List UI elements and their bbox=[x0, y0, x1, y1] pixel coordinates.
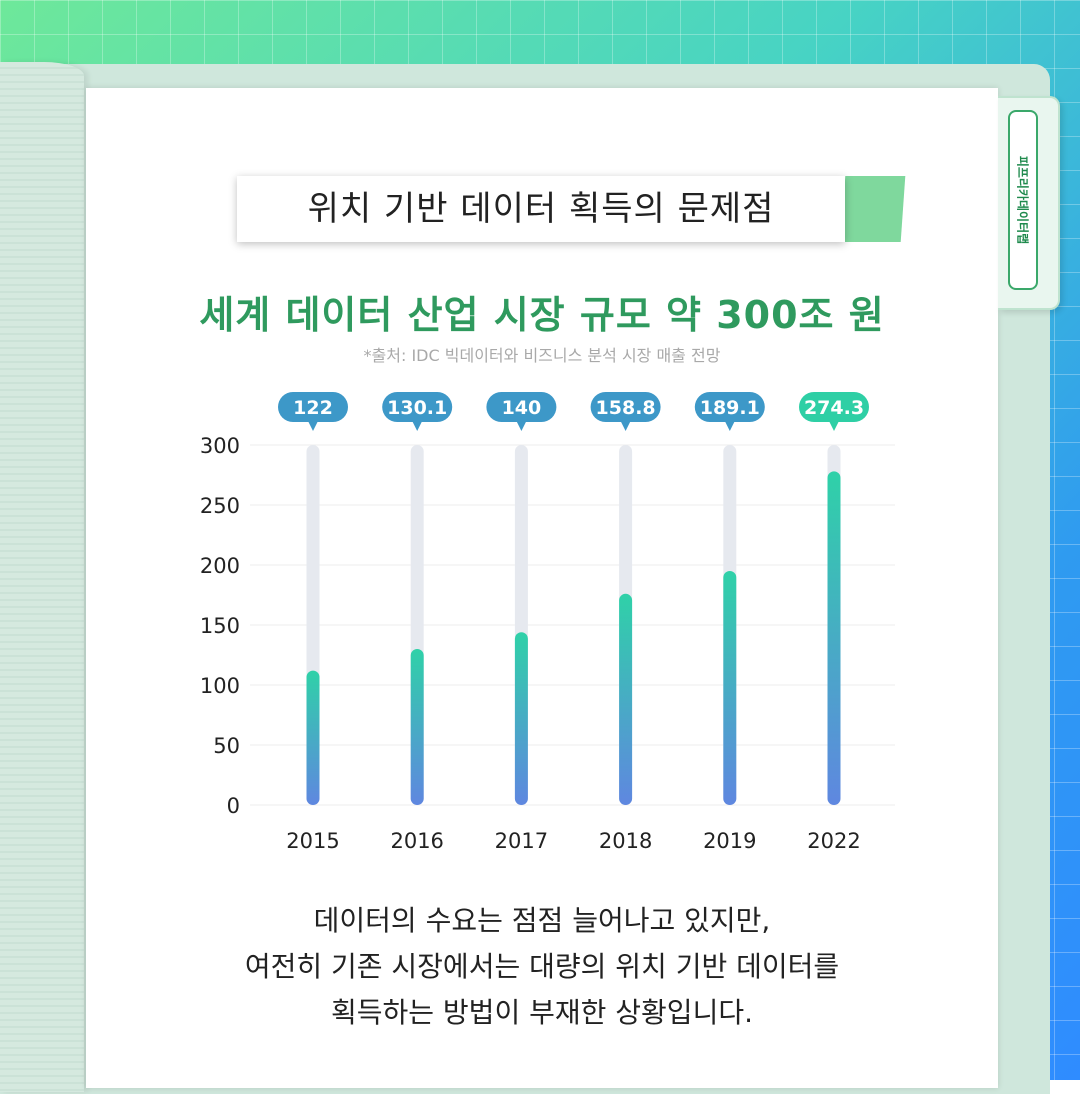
side-tab-label: 피프리카데이터랩 bbox=[1015, 155, 1030, 245]
data-label-bubble: 189.1 bbox=[694, 392, 765, 431]
bar-chart: 0 50 100 150 200 250 300 122 130.1 140 158.8 189.1… bbox=[200, 392, 895, 853]
data-label-bubble: 158.8 bbox=[590, 392, 661, 431]
caption-line-2: 여전히 기존 시장에서는 대량의 위치 기반 데이터를 bbox=[244, 950, 840, 983]
y-tick-label: 100 bbox=[200, 674, 240, 698]
caption: 데이터의 수요는 점점 늘어나고 있지만, 여전히 기존 시장에서는 대량의 위… bbox=[86, 898, 998, 1036]
data-label: 122 bbox=[293, 397, 333, 419]
bar-2018 bbox=[619, 593, 633, 805]
x-tick-label: 2019 bbox=[703, 829, 756, 853]
y-tick-label: 250 bbox=[200, 494, 240, 518]
x-tick-label: 2018 bbox=[599, 829, 652, 853]
side-tab[interactable]: 피프리카데이터랩 bbox=[998, 96, 1060, 310]
book-left-pages bbox=[0, 62, 84, 1092]
data-label-bubble: 130.1 bbox=[382, 392, 453, 431]
title-box bbox=[237, 176, 845, 242]
bar-2022 bbox=[827, 471, 841, 805]
data-label-bubble: 140 bbox=[486, 392, 557, 431]
y-tick-label: 0 bbox=[227, 794, 240, 818]
data-label-bubble: 122 bbox=[278, 392, 348, 431]
side-tab-frame: 피프리카데이터랩 bbox=[1008, 110, 1038, 290]
page-title: 위치 기반 데이터 획득의 문제점 bbox=[307, 189, 775, 229]
bar-2017 bbox=[514, 632, 528, 805]
bar-2016 bbox=[410, 649, 424, 805]
caption-line-1: 데이터의 수요는 점점 늘어나고 있지만, bbox=[313, 904, 771, 937]
source-note: *출처: IDC 빅데이터와 비즈니스 분석 시장 매출 전망 bbox=[363, 346, 721, 365]
caption-line-3: 획득하는 방법이 부재한 상황입니다. bbox=[330, 996, 753, 1029]
x-tick-label: 2022 bbox=[807, 829, 860, 853]
y-tick-label: 150 bbox=[200, 614, 240, 638]
data-label: 130.1 bbox=[387, 397, 447, 419]
y-tick-label: 200 bbox=[200, 554, 240, 578]
data-label: 140 bbox=[502, 397, 542, 419]
data-label: 158.8 bbox=[596, 397, 656, 419]
data-label: 274.3 bbox=[804, 397, 864, 419]
data-label: 189.1 bbox=[700, 397, 760, 419]
x-tick-label: 2017 bbox=[495, 829, 548, 853]
bar-2015 bbox=[306, 670, 320, 805]
headline: 세계 데이터 산업 시장 규모 약 300조 원 bbox=[199, 293, 885, 337]
y-tick-label: 300 bbox=[200, 434, 240, 458]
x-tick-label: 2015 bbox=[286, 829, 339, 853]
y-tick-label: 50 bbox=[213, 734, 240, 758]
bar-2019 bbox=[723, 571, 737, 805]
book-page bbox=[86, 88, 998, 1088]
x-tick-label: 2016 bbox=[390, 829, 443, 853]
title-accent bbox=[840, 176, 906, 242]
data-label-bubble: 274.3 bbox=[799, 392, 869, 431]
